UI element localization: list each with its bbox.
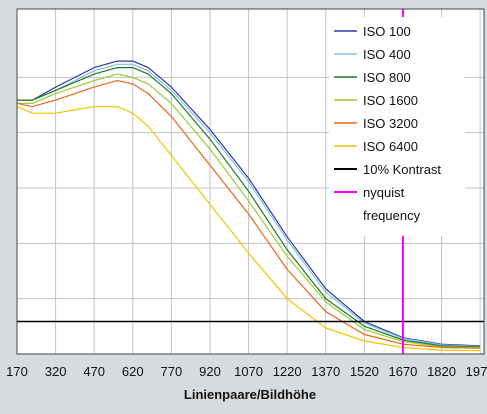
x-tick-label: 620 [122,364,144,379]
x-tick-label: 1070 [234,364,263,379]
x-tick-label: 1970 [466,364,487,379]
x-tick-label: 1370 [311,364,340,379]
legend-label: nyquist [363,185,405,200]
series-line-iso-6400 [16,105,481,352]
x-tick-label: 470 [83,364,105,379]
x-tick-label: 320 [45,364,67,379]
legend-label: 10% Kontrast [363,162,441,177]
x-tick-label: 170 [6,364,28,379]
x-tick-label: 920 [199,364,221,379]
legend-label: frequency [363,208,421,223]
x-tick-label: 1670 [388,364,417,379]
legend-label: ISO 3200 [363,116,418,131]
plot-border [16,8,485,355]
x-tick-labels: 170 320 470 620 770 920 1070 1220 1370 1520 1670 18… [6,364,487,379]
legend-label: ISO 800 [363,70,411,85]
legend: ISO 100 ISO 400 ISO 800 ISO 1600 ISO 3200 ISO… [329,17,465,236]
legend-label: ISO 1600 [363,93,418,108]
legend-label: ISO 100 [363,24,411,39]
legend-label: ISO 400 [363,47,411,62]
x-tick-label: 1820 [427,364,456,379]
series-line-iso-3200 [16,79,481,349]
series-line-iso-800 [17,66,481,348]
series-line-iso-400 [17,63,481,348]
series-line-iso-100 [17,60,481,347]
x-tick-label: 1520 [350,364,379,379]
series-line-iso-1600 [17,73,481,349]
series-layer [16,60,481,352]
legend-label: ISO 6400 [363,139,418,154]
x-tick-label: 770 [161,364,183,379]
x-tick-label: 1220 [273,364,302,379]
x-axis-label: Linienpaare/Bildhöhe [184,387,316,402]
